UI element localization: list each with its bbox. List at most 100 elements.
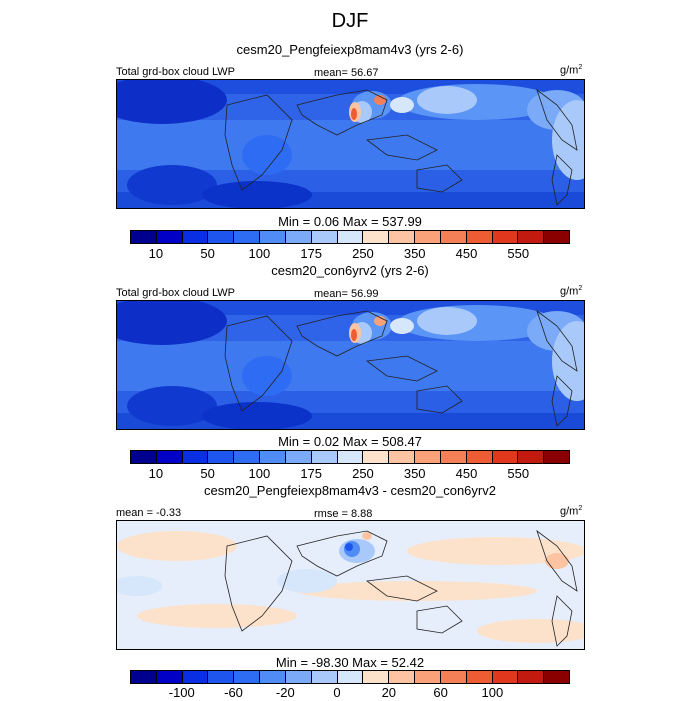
panel1-field-label: Total grd-box cloud LWP [116,66,236,78]
colorbar-cell [363,451,390,463]
colorbar-cell [234,671,261,683]
colorbar-cell [208,451,235,463]
colorbar-cell [156,231,183,243]
colorbar-cell [234,231,261,243]
panel1-subtitle: cesm20_Pengfeiexp8mam4v3 (yrs 2-6) [236,42,464,57]
units-exponent: 2 [578,64,583,71]
colorbar-cell [440,451,467,463]
colorbar-cell [363,231,390,243]
colorbar-cell [156,451,183,463]
colorbar-tick-label: 175 [300,466,323,481]
colorbar-cell [156,671,183,683]
panel2-map [116,300,585,430]
colorbar-cell [415,451,441,463]
panel2-field-label: Total grd-box cloud LWP [116,287,236,299]
panel3-colorbar [130,670,570,684]
colorbar-tick-label: 550 [507,466,530,481]
colorbar-cell [466,671,493,683]
panel1-mean-label: mean= 56.67 [314,67,379,79]
panel1-map [116,79,585,209]
colorbar-cell [208,231,235,243]
colorbar-tick-label: 250 [352,466,374,481]
colorbar-cell [182,671,209,683]
colorbar-tick-label: 100 [248,246,271,261]
colorbar-cell [285,451,312,463]
panel3-map-field [117,521,584,649]
colorbar-tick-label: 60 [433,685,448,700]
colorbar-cell [285,231,312,243]
panel3-colorbar-ticks: -100 -60 -20 0 20 60 100 [0,685,700,701]
colorbar-cell [208,671,235,683]
panel2-mean-label: mean= 56.99 [314,288,379,300]
colorbar-cell [311,231,338,243]
colorbar-cell [518,451,545,463]
colorbar-tick-label: 175 [300,246,323,261]
colorbar-cell [234,451,261,463]
colorbar-cell [492,231,519,243]
colorbar-cell [337,231,364,243]
colorbar-cell [389,451,416,463]
colorbar-tick-label: -100 [168,685,195,700]
colorbar-cell [544,451,570,463]
colorbar-tick-label: 450 [455,246,478,261]
colorbar-tick-label: 450 [455,466,478,481]
colorbar-tick-label: -60 [224,685,243,700]
panel2-minmax: Min = 0.02 Max = 508.47 [278,434,422,449]
panel3-map [116,520,585,650]
units-exponent: 2 [578,285,583,292]
colorbar-tick-label: 10 [148,246,164,261]
colorbar-tick-label: 100 [481,685,504,700]
colorbar-cell [260,671,286,683]
panel2-colorbar-ticks: 10 50 100 175 250 350 450 550 [0,466,700,484]
panel2-units: g/m2 [560,285,582,298]
colorbar-cell [260,451,286,463]
units-text: g/m [560,505,579,518]
colorbar-cell [182,451,209,463]
panel3-units: g/m2 [560,505,582,518]
colorbar-cell [311,451,338,463]
colorbar-cell [311,671,338,683]
colorbar-tick-label: 350 [403,466,426,481]
figure-title: DJF [331,10,369,32]
panel2-colorbar [130,450,570,464]
colorbar-cell [544,231,570,243]
colorbar-tick-label: -20 [275,685,295,700]
panel3-rmse-label: rmse = 8.88 [314,508,373,520]
colorbar-tick-label: 550 [507,246,530,261]
colorbar-cell [492,671,519,683]
units-text: g/m [560,64,579,77]
colorbar-tick-label: 0 [333,685,341,700]
colorbar-tick-label: 10 [148,466,164,481]
colorbar-tick-label: 350 [403,246,426,261]
panel1-units: g/m2 [560,64,582,77]
colorbar-tick-label: 250 [352,246,374,261]
colorbar-cell [131,671,157,683]
colorbar-cell [363,671,390,683]
colorbar-cell [260,231,286,243]
panel1-minmax: Min = 0.06 Max = 537.99 [278,214,422,229]
colorbar-tick-label: 50 [200,466,215,481]
colorbar-cell [466,231,493,243]
colorbar-cell [544,671,570,683]
colorbar-cell [337,671,364,683]
panel1-map-field [117,80,584,208]
panel3-subtitle: cesm20_Pengfeiexp8mam4v3 - cesm20_con6yr… [204,483,496,498]
colorbar-cell [440,231,467,243]
colorbar-tick-label: 50 [200,246,215,261]
panel3-mean-label: mean = -0.33 [116,507,182,519]
panel3-minmax: Min = -98.30 Max = 52.42 [275,655,425,670]
colorbar-cell [285,671,312,683]
colorbar-cell [518,231,545,243]
colorbar-cell [440,671,467,683]
colorbar-cell [492,451,519,463]
colorbar-cell [415,231,441,243]
panel1-colorbar [130,230,570,244]
colorbar-cell [518,671,545,683]
colorbar-tick-label: 20 [381,685,397,700]
panel1-colorbar-ticks: 10 50 100 175 250 350 450 550 [0,246,700,264]
panel2-map-field [117,301,584,429]
colorbar-cell [389,671,416,683]
panel2-subtitle: cesm20_con6yrv2 (yrs 2-6) [271,263,429,278]
colorbar-tick-label: 100 [248,466,271,481]
colorbar-cell [131,451,157,463]
